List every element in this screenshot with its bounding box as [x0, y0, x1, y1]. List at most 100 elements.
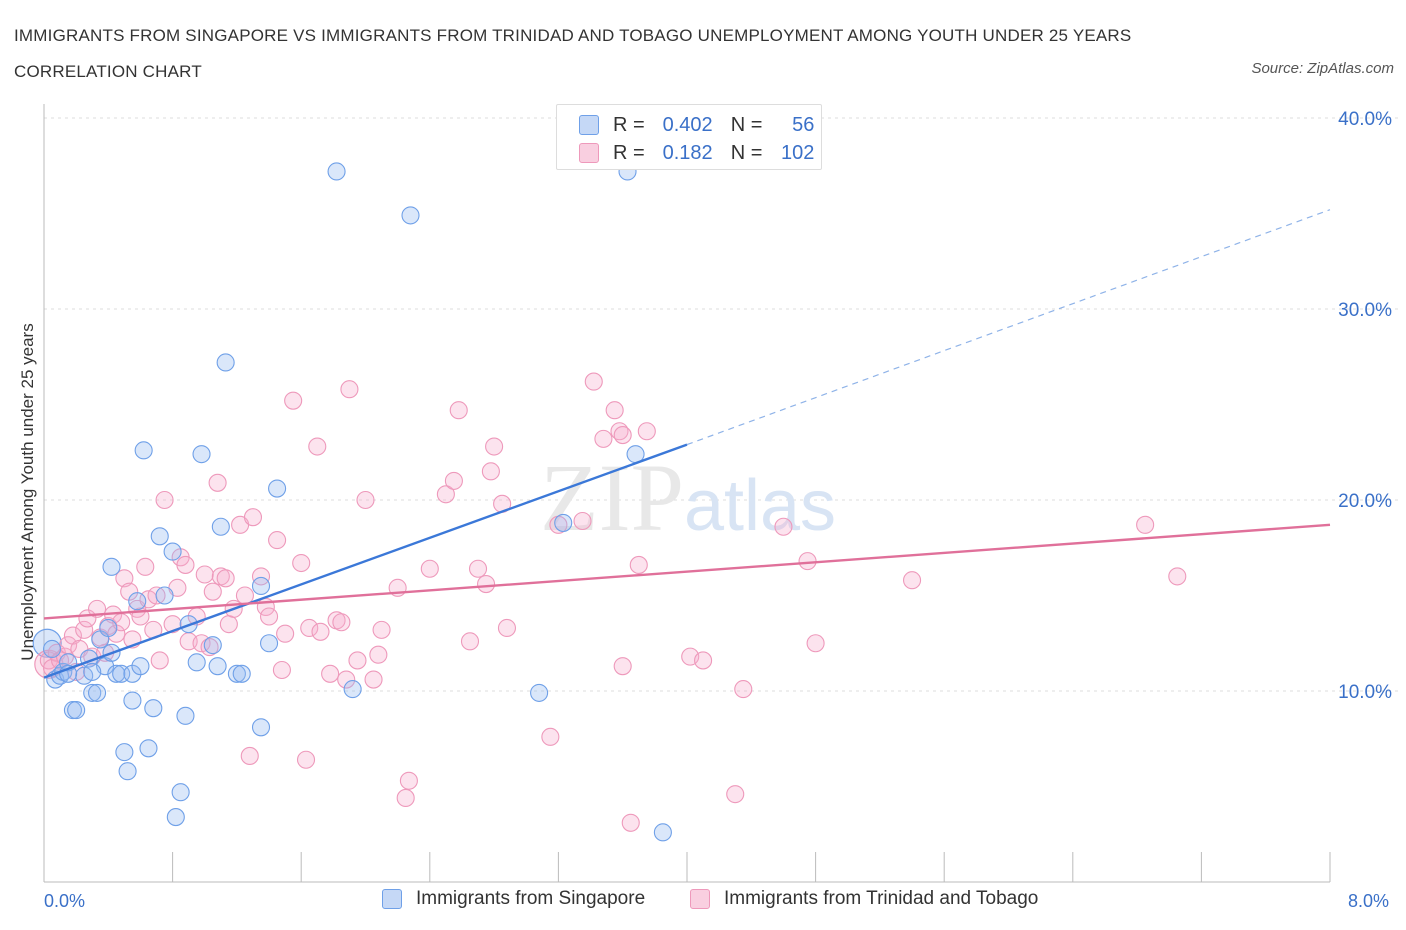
trinidad-point-66 [348, 651, 367, 670]
trinidad-point-38 [200, 638, 219, 657]
legend-item-singapore[interactable]: Immigrants from Singapore [382, 888, 645, 910]
watermark-atlas: atlas [684, 466, 836, 546]
trinidad-point-82 [485, 437, 504, 456]
legend-item-trinidad[interactable]: Immigrants from Trinidad and Tobago [690, 888, 1038, 910]
trinidad-point-73 [399, 771, 418, 790]
singapore-point-6 [67, 701, 86, 720]
x-tick-max: 8.0% [1348, 891, 1390, 911]
trinidad-point-28 [150, 651, 169, 670]
trinidad-point-72 [396, 788, 415, 808]
trinidad-point-60 [311, 622, 330, 641]
trinidad-point-43 [219, 615, 238, 634]
trinidad-point-54 [276, 624, 295, 643]
trinidad-point-68 [364, 670, 383, 689]
trinidad-point-98 [694, 651, 713, 670]
trinidad-point-47 [240, 746, 259, 765]
trinidad-point-24 [136, 557, 155, 576]
singapore-point-16 [107, 664, 126, 683]
trinidad-point-93 [637, 422, 656, 441]
trinidad-point-106 [1168, 567, 1187, 586]
trend-layer [43, 209, 1331, 679]
singapore-point-25 [139, 739, 158, 758]
stats-row-singapore: R = 0.402 N = 56 [579, 111, 814, 139]
singapore-point-32 [176, 706, 195, 725]
trinidad-point-78 [460, 632, 480, 651]
trinidad-point-101 [774, 517, 793, 536]
trinidad-point-37 [195, 565, 214, 584]
trinidad-point-57 [296, 750, 316, 769]
singapore-point-47 [401, 206, 420, 225]
y-tick-labels: 10.0% 20.0% 30.0% 40.0% [1338, 109, 1392, 703]
trend-line-trinidad [43, 523, 1331, 620]
watermark: ZIPatlas [540, 444, 836, 551]
stats-n-value: 56 [792, 113, 815, 136]
trinidad-point-75 [436, 485, 455, 504]
stats-r-label: R = [613, 113, 645, 136]
trinidad-point-56 [292, 553, 311, 573]
singapore-point-46 [327, 162, 346, 181]
trinidad-point-52 [268, 531, 287, 550]
singapore-point-43 [259, 634, 279, 653]
singapore-point-48 [343, 680, 362, 699]
trinidad-point-79 [468, 559, 488, 578]
trinidad-point-90 [605, 401, 624, 420]
trinidad-point-9 [75, 620, 94, 639]
stats-swatch-singapore [579, 115, 599, 135]
trinidad-point-95 [613, 657, 632, 676]
y-axis-label: Unemployment Among Youth under 25 years [18, 323, 37, 661]
trinidad-point-51 [259, 607, 279, 626]
trinidad-point-99 [726, 785, 745, 804]
singapore-point-41 [232, 664, 251, 683]
y-tick-label-0: 10.0% [1338, 682, 1392, 703]
trinidad-point-39 [203, 582, 222, 601]
trinidad-point-65 [340, 380, 359, 399]
singapore-point-15 [102, 557, 121, 576]
trinidad-point-94 [629, 555, 648, 574]
stats-r-label: R = [613, 141, 645, 164]
stats-r-value: 0.182 [662, 141, 713, 164]
x-tick-min: 0.0% [44, 891, 86, 911]
trinidad-point-58 [300, 618, 319, 638]
trinidad-point-100 [734, 680, 753, 699]
trinidad-point-74 [420, 559, 439, 578]
singapore-point-44 [268, 479, 287, 498]
singapore-point-45 [251, 718, 271, 737]
singapore-point-35 [192, 445, 211, 464]
stats-n-label: N = [730, 113, 763, 136]
axes [43, 104, 1331, 883]
watermark-zip: ZIP [540, 444, 684, 551]
trinidad-point-49 [251, 567, 271, 586]
trinidad-point-92 [613, 426, 632, 445]
legend-swatch-singapore [382, 889, 402, 909]
singapore-point-53 [653, 823, 672, 842]
legend-swatch-trinidad [690, 889, 710, 909]
singapore-point-36 [203, 636, 222, 655]
trinidad-point-67 [356, 490, 375, 510]
singapore-point-28 [155, 586, 174, 605]
trinidad-point-96 [621, 813, 640, 832]
trinidad-point-105 [1136, 515, 1155, 534]
trinidad-point-29 [155, 490, 174, 510]
singapore-point-39 [216, 353, 235, 372]
singapore-point-54 [83, 662, 102, 681]
singapore-point-9 [83, 683, 102, 702]
legend-label-trinidad: Immigrants from Trinidad and Tobago [724, 888, 1039, 909]
trinidad-point-69 [369, 645, 388, 664]
singapore-point-49 [530, 683, 549, 702]
singapore-point-42 [251, 576, 271, 596]
singapore-point-26 [144, 699, 163, 718]
singapore-point-18 [115, 743, 134, 762]
singapore-point-0 [42, 639, 62, 659]
stats-n-value: 102 [781, 141, 815, 164]
singapore-point-34 [187, 653, 206, 672]
y-tick-label-1: 20.0% [1338, 491, 1392, 512]
chart-title: IMMIGRANTS FROM SINGAPORE VS IMMIGRANTS … [14, 26, 1132, 81]
trinidad-point-19 [115, 569, 134, 588]
trend-line-singapore-extension [686, 209, 1331, 446]
trinidad-point-59 [308, 437, 327, 456]
trinidad-point-64 [337, 670, 356, 689]
stats-n-label: N = [730, 141, 763, 164]
singapore-point-29 [163, 542, 182, 561]
trinidad-point-76 [444, 471, 463, 490]
